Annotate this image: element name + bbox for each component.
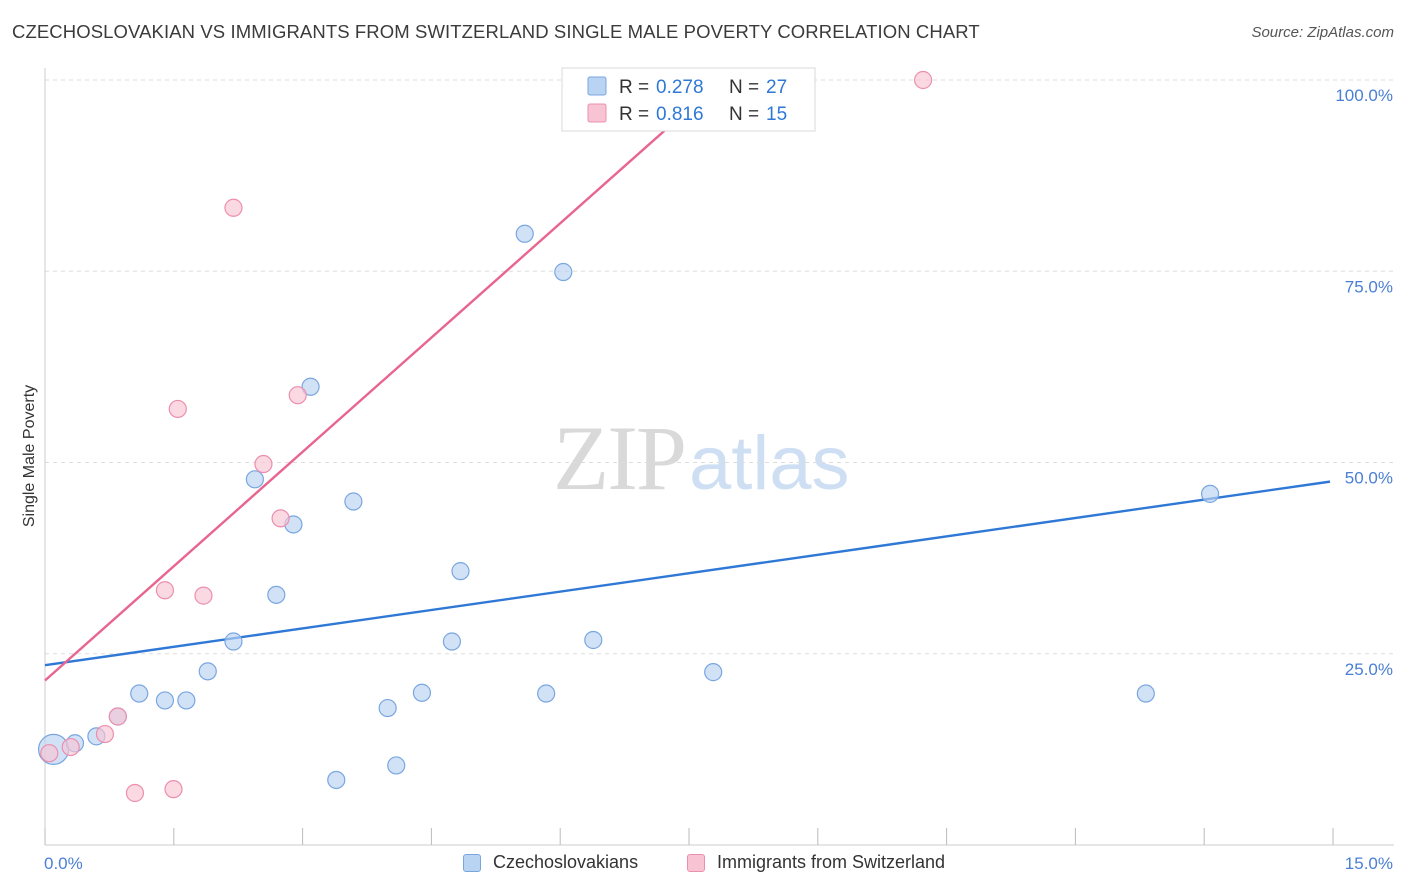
switzerland-point-6 bbox=[164, 780, 183, 799]
czechoslovakian-point-10 bbox=[267, 585, 286, 604]
switzerland-point-1 bbox=[61, 737, 80, 757]
switzerland-point-5 bbox=[155, 581, 175, 600]
stats-n-value-pink: 15 bbox=[766, 104, 787, 125]
switzerland-point-10 bbox=[254, 454, 273, 474]
legend-label-immigrants-switzerland: Immigrants from Switzerland bbox=[717, 852, 946, 872]
czechoslovakian-point-19 bbox=[451, 562, 470, 581]
switzerland-point-0 bbox=[40, 744, 59, 763]
stats-legend: R = 0.278 N = 27 R = 0.816 N = 15 bbox=[561, 67, 816, 132]
czechoslovakian-point-17 bbox=[412, 683, 432, 702]
y-axis-title: Single Male Poverty bbox=[21, 385, 38, 527]
data-points bbox=[37, 70, 1220, 803]
chart-source: Source: ZipAtlas.com bbox=[1251, 24, 1394, 41]
switzerland-point-12 bbox=[288, 386, 307, 405]
switzerland-point-2 bbox=[95, 724, 115, 744]
czechoslovakian-point-9 bbox=[245, 470, 264, 489]
czechoslovakian-point-12 bbox=[301, 377, 320, 396]
czechoslovakian-point-7 bbox=[198, 662, 217, 681]
czechoslovakian-point-8 bbox=[224, 632, 243, 651]
switzerland-point-3 bbox=[108, 707, 127, 726]
axes bbox=[44, 68, 1394, 846]
stats-n-value-blue: 27 bbox=[766, 77, 787, 98]
czechoslovakian-point-6 bbox=[177, 691, 196, 710]
x-tick-label-min: 0.0% bbox=[44, 854, 83, 873]
czechoslovakian-point-5 bbox=[155, 691, 175, 710]
x-axis-ticks bbox=[44, 828, 1334, 845]
y-axis-tick-labels: 25.0% 50.0% 75.0% 100.0% bbox=[1335, 86, 1393, 679]
stats-n-label-blue: N = bbox=[729, 77, 759, 98]
legend-item-czechoslovakians: Czechoslovakians bbox=[463, 852, 638, 873]
czechoslovakian-point-16 bbox=[387, 756, 406, 775]
switzerland-point-11 bbox=[271, 509, 290, 528]
stats-r-value-pink: 0.816 bbox=[656, 104, 704, 125]
czechoslovakian-point-4 bbox=[130, 684, 149, 703]
y-tick-label-50: 50.0% bbox=[1345, 469, 1393, 488]
czechoslovakian-point-22 bbox=[554, 262, 573, 282]
legend-item-immigrants-switzerland: Immigrants from Switzerland bbox=[687, 852, 945, 873]
czechoslovakian-point-20 bbox=[515, 224, 534, 243]
x-tick-label-max: 15.0% bbox=[1345, 854, 1393, 873]
czechoslovakian-point-18 bbox=[442, 632, 462, 651]
y-tick-label-75: 75.0% bbox=[1345, 277, 1393, 296]
switzerland-point-8 bbox=[194, 586, 213, 605]
czechoslovakian-trend-line bbox=[44, 480, 1331, 667]
legend-swatch-blue bbox=[463, 853, 481, 872]
switzerland-point-4 bbox=[125, 783, 145, 803]
stats-r-value-blue: 0.278 bbox=[656, 77, 704, 98]
switzerland-point-13 bbox=[913, 70, 933, 90]
switzerland-point-7 bbox=[168, 399, 187, 419]
czechoslovakian-point-14 bbox=[344, 492, 363, 511]
stats-r-label-blue: R = bbox=[619, 77, 649, 98]
legend-label-czechoslovakians: Czechoslovakians bbox=[493, 852, 639, 872]
czechoslovakian-point-23 bbox=[584, 630, 603, 650]
legend-swatch-pink bbox=[687, 853, 705, 872]
czechoslovakian-point-25 bbox=[1136, 684, 1155, 703]
switzerland-point-9 bbox=[224, 198, 243, 217]
stats-n-label-pink: N = bbox=[729, 104, 759, 125]
czechoslovakian-point-24 bbox=[704, 663, 723, 682]
y-tick-label-100: 100.0% bbox=[1335, 86, 1393, 105]
czechoslovakian-point-26 bbox=[1200, 484, 1220, 503]
czechoslovakian-point-21 bbox=[537, 684, 556, 703]
y-tick-label-25: 25.0% bbox=[1345, 660, 1393, 679]
czechoslovakian-point-13 bbox=[327, 770, 346, 790]
chart-title: CZECHOSLOVAKIAN VS IMMIGRANTS FROM SWITZ… bbox=[12, 21, 980, 42]
stats-legend-blue-swatch bbox=[587, 76, 607, 96]
switzerland-trend-line bbox=[44, 79, 723, 682]
czechoslovakian-point-15 bbox=[378, 698, 397, 718]
stats-r-label-pink: R = bbox=[619, 104, 649, 125]
stats-legend-pink-swatch bbox=[587, 103, 607, 123]
trend-lines bbox=[44, 79, 1331, 682]
